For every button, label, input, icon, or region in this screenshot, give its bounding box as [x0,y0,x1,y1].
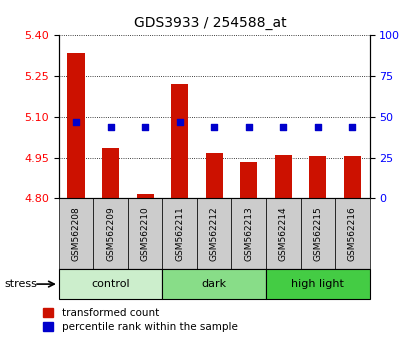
Text: dark: dark [202,279,227,289]
Point [142,124,149,130]
Point [245,124,252,130]
Bar [163,269,266,299]
Bar [68,53,85,198]
Point [280,124,286,130]
Text: GSM562209: GSM562209 [106,206,115,261]
Point [176,119,183,125]
Text: control: control [91,279,130,289]
Bar [102,148,119,198]
Bar [136,194,154,198]
Text: GSM562214: GSM562214 [279,206,288,261]
Bar [266,198,301,269]
Text: GSM562213: GSM562213 [244,206,253,261]
Bar [335,198,370,269]
Legend: transformed count, percentile rank within the sample: transformed count, percentile rank withi… [43,308,238,332]
Text: stress: stress [4,279,37,289]
Text: GDS3933 / 254588_at: GDS3933 / 254588_at [134,16,286,30]
Bar [240,162,257,198]
Bar [59,198,93,269]
Text: GSM562215: GSM562215 [313,206,322,261]
Bar [266,269,370,299]
Point [349,124,356,130]
Bar [231,198,266,269]
Text: GSM562212: GSM562212 [210,206,219,261]
Point [73,119,79,125]
Bar [197,198,231,269]
Bar [93,198,128,269]
Text: GSM562216: GSM562216 [348,206,357,261]
Bar [301,198,335,269]
Bar [163,198,197,269]
Bar [128,198,163,269]
Text: high light: high light [291,279,344,289]
Bar [344,156,361,198]
Bar [59,269,163,299]
Bar [171,84,188,198]
Text: GSM562210: GSM562210 [141,206,150,261]
Bar [205,154,223,198]
Bar [275,155,292,198]
Point [315,124,321,130]
Text: GSM562208: GSM562208 [71,206,81,261]
Point [211,124,218,130]
Bar [309,156,326,198]
Text: GSM562211: GSM562211 [175,206,184,261]
Point [107,124,114,130]
